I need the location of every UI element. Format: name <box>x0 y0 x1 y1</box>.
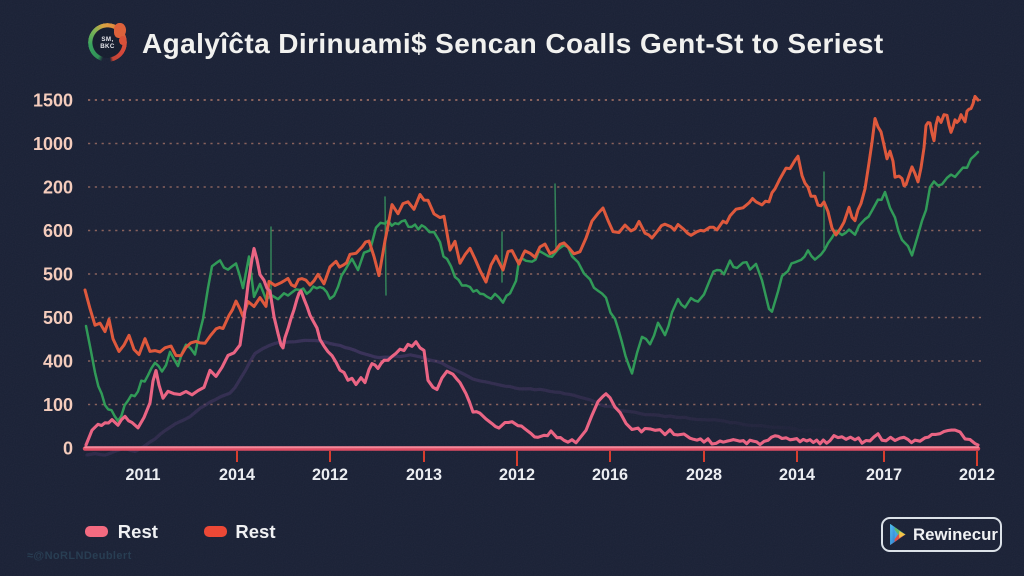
svg-text:2016: 2016 <box>592 466 628 484</box>
svg-text:2013: 2013 <box>406 466 442 484</box>
svg-text:2017: 2017 <box>866 466 902 484</box>
svg-text:0: 0 <box>63 439 73 459</box>
svg-text:2011: 2011 <box>125 466 160 484</box>
svg-text:100: 100 <box>43 395 73 415</box>
svg-text:200: 200 <box>43 178 73 198</box>
svg-text:600: 600 <box>43 221 73 241</box>
svg-text:2028: 2028 <box>686 466 722 484</box>
svg-text:1000: 1000 <box>33 134 73 154</box>
svg-text:2012: 2012 <box>499 466 535 484</box>
svg-text:2014: 2014 <box>219 466 255 484</box>
svg-text:2012: 2012 <box>959 466 995 484</box>
svg-text:500: 500 <box>43 265 73 285</box>
svg-text:2012: 2012 <box>312 466 348 484</box>
svg-text:1500: 1500 <box>33 91 73 111</box>
svg-text:2014: 2014 <box>779 466 815 484</box>
svg-text:400: 400 <box>43 352 73 372</box>
svg-text:500: 500 <box>43 308 73 328</box>
